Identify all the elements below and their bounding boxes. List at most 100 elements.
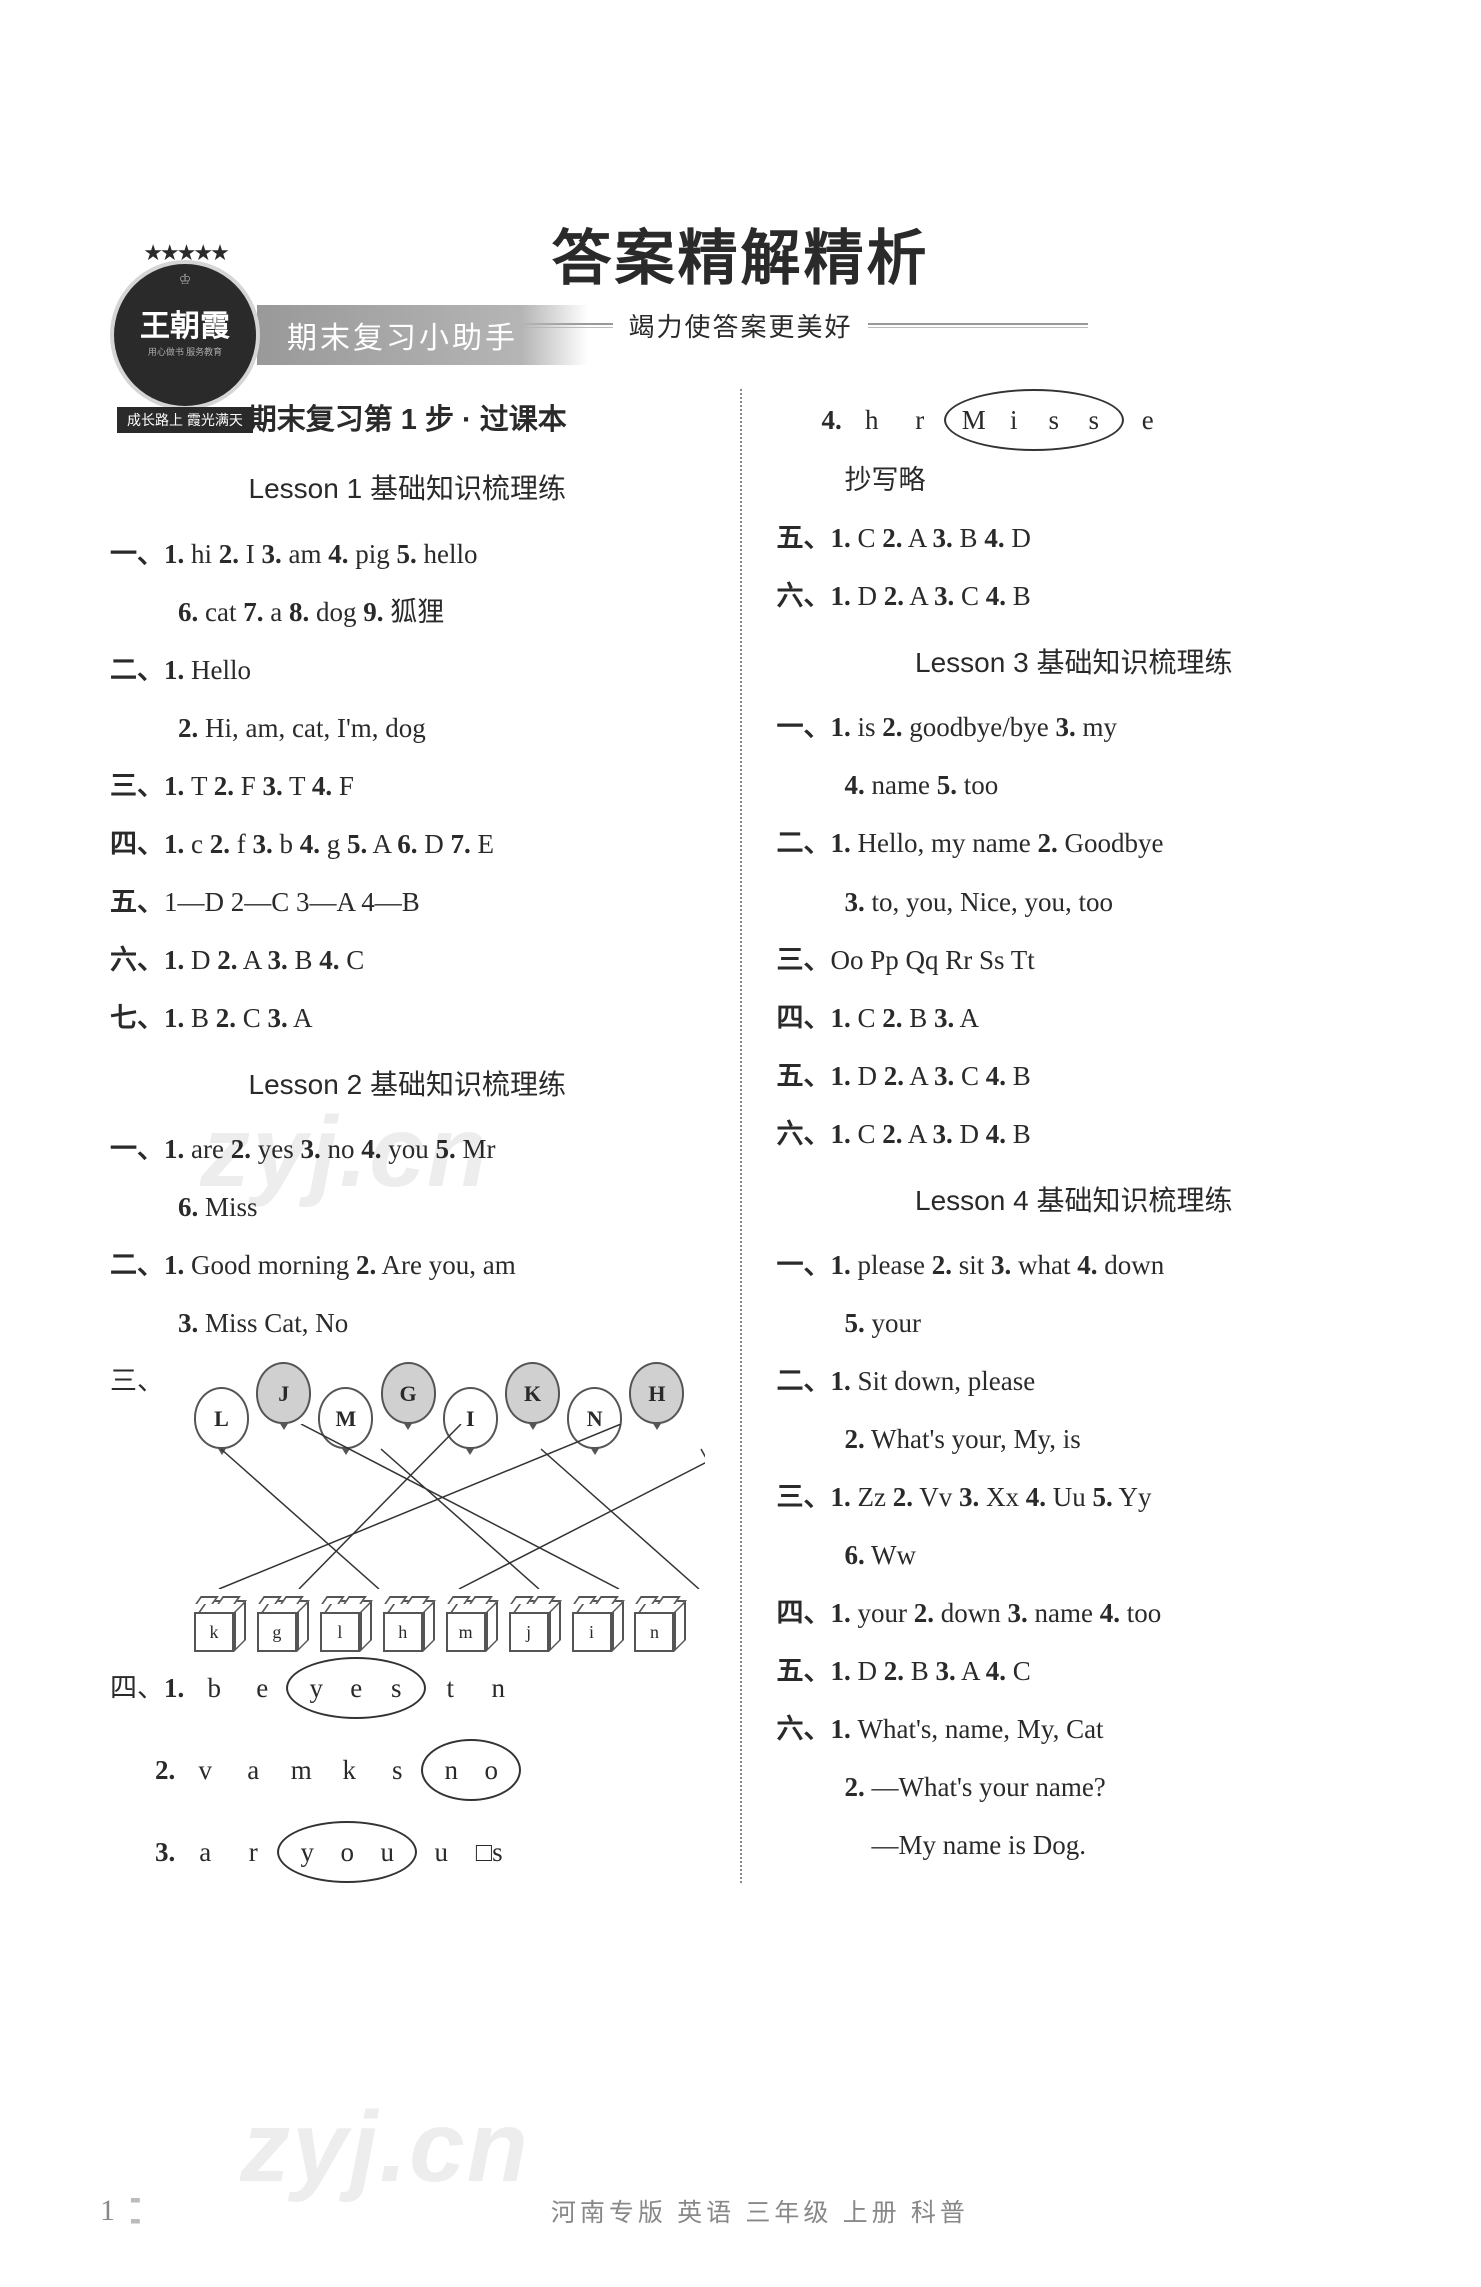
letter: M	[954, 391, 994, 449]
brand-badge: ★★★★★ ♔ 王朝霞 用心做书 服务教育 成长路上 霞光满天	[95, 245, 275, 425]
letter: s	[1074, 391, 1114, 449]
footer: 1 ▪▪▪▪ 河南专版 英语 三年级 上册 科普	[0, 2190, 1481, 2232]
answer-line: 2. —What's your name?	[777, 1758, 1372, 1816]
letter: a	[181, 1823, 229, 1881]
box-icon: l	[320, 1602, 370, 1652]
answer-line: 二、1. Hello, my name 2. Goodbye	[777, 814, 1372, 872]
box-icon: n	[634, 1602, 684, 1652]
item-number: 4.	[822, 405, 842, 435]
lesson4-title: Lesson 4 基础知识梳理练	[777, 1171, 1372, 1231]
letter: e	[336, 1659, 376, 1717]
answer-line: —My name is Dog.	[777, 1816, 1372, 1874]
letter: r	[229, 1823, 277, 1881]
lesson3-title: Lesson 3 基础知识梳理练	[777, 633, 1372, 693]
letter: r	[896, 391, 944, 449]
answer-line: 四、1. c 2. f 3. b 4. g 5. A 6. D 7. E	[110, 815, 705, 873]
letter: u	[417, 1823, 465, 1881]
answer-line: 3. to, you, Nice, you, too	[777, 873, 1372, 931]
content-columns: 期末复习第 1 步 · 过课本 Lesson 1 基础知识梳理练 一、1. hi…	[0, 389, 1481, 1883]
letter: o	[327, 1823, 367, 1881]
answer-line: 七、1. B 2. C 3. A	[110, 989, 705, 1047]
lesson1-title: Lesson 1 基础知识梳理练	[110, 459, 705, 519]
answer-line: 一、1. are 2. yes 3. no 4. you 5. Mr	[110, 1120, 705, 1178]
circled-letters: no	[421, 1739, 521, 1801]
subtitle: 竭力使答案更美好	[628, 307, 852, 344]
letter: s	[373, 1741, 421, 1799]
box-icon: h	[383, 1602, 433, 1652]
letter: k	[325, 1741, 373, 1799]
answer-line: 6. cat 7. a 8. dog 9. 狐狸	[110, 583, 705, 641]
letters-group: 2.vamksno	[155, 1739, 521, 1801]
letter: u	[367, 1823, 407, 1881]
letter: y	[287, 1823, 327, 1881]
answer-line: 二、1. Hello	[110, 641, 705, 699]
match-lines	[194, 1424, 705, 1589]
item-number: 1.	[164, 1673, 184, 1703]
letter: b	[190, 1659, 238, 1717]
badge-circle: ♔ 王朝霞 用心做书 服务教育	[110, 260, 260, 410]
letters-group: 4.hrMisse	[822, 389, 1172, 451]
left-column: 期末复习第 1 步 · 过课本 Lesson 1 基础知识梳理练 一、1. hi…	[110, 389, 742, 1883]
letter: y	[296, 1659, 336, 1717]
letter: i	[994, 391, 1034, 449]
letter: m	[277, 1741, 325, 1799]
footer-dots-icon: ▪▪▪▪	[130, 2190, 139, 2232]
answer-line: 三、1. Zz 2. Vv 3. Xx 4. Uu 5. Yy	[777, 1468, 1372, 1526]
balloon-icon: J	[256, 1362, 311, 1424]
circled-letters: you	[277, 1821, 417, 1883]
answer-line: 一、1. is 2. goodbye/bye 3. my	[777, 698, 1372, 756]
answer-line: 一、1. hi 2. I 3. am 4. pig 5. hello	[110, 525, 705, 583]
answer-line: 6. Miss	[110, 1178, 705, 1236]
letter-line: 3.aryouu□s	[110, 1821, 705, 1883]
section-prefix: 四、	[110, 1659, 164, 1717]
answer-line: 二、1. Sit down, please	[777, 1352, 1372, 1410]
answer-line: 6. Ww	[777, 1526, 1372, 1584]
answer-line: 四、1. C 2. B 3. A	[777, 989, 1372, 1047]
letter: v	[181, 1741, 229, 1799]
answer-line: 三、Oo Pp Qq Rr Ss Tt	[777, 931, 1372, 989]
letter: t	[426, 1659, 474, 1717]
item-number: 3.	[155, 1837, 175, 1867]
brand-badge-area: ★★★★★ ♔ 王朝霞 用心做书 服务教育 成长路上 霞光满天 期末复习小助手	[95, 245, 588, 425]
balloon-icon: K	[505, 1362, 560, 1424]
answer-line: 六、1. D 2. A 3. C 4. B	[777, 567, 1372, 625]
box-icon: g	[257, 1602, 307, 1652]
answer-line: 二、1. Good morning 2. Are you, am	[110, 1236, 705, 1294]
matching-diagram: LJMGIKNH kglhmjin	[194, 1362, 705, 1652]
box-icon: i	[572, 1602, 622, 1652]
letter-line: 四、 1.beyestn	[110, 1657, 705, 1719]
letter: □s	[465, 1823, 513, 1881]
letter-line: 2.vamksno	[110, 1739, 705, 1801]
letter: e	[238, 1659, 286, 1717]
box-row: kglhmjin	[194, 1602, 685, 1652]
answer-line: 4. name 5. too	[777, 756, 1372, 814]
letter: n	[474, 1659, 522, 1717]
badge-crown-icon: ♔	[179, 272, 192, 289]
letter: n	[431, 1741, 471, 1799]
right-column: 4.hrMisse 抄写略 五、1. C 2. A 3. B 4. D 六、1.…	[742, 389, 1372, 1883]
answer-line: 三、1. T 2. F 3. T 4. F	[110, 757, 705, 815]
letter: s	[376, 1659, 416, 1717]
header-tab: 期末复习小助手	[257, 305, 588, 365]
answer-line: 5. your	[777, 1294, 1372, 1352]
letter: h	[848, 391, 896, 449]
badge-main-text: 王朝霞	[140, 312, 230, 342]
answer-line: 2. What's your, My, is	[777, 1410, 1372, 1468]
letter: e	[1124, 391, 1172, 449]
letter-line: 4.hrMisse	[777, 389, 1372, 451]
page-number: 1	[100, 2194, 115, 2228]
box-icon: j	[509, 1602, 559, 1652]
answer-line: 2. Hi, am, cat, I'm, dog	[110, 699, 705, 757]
lesson2-title: Lesson 2 基础知识梳理练	[110, 1055, 705, 1115]
answer-line: 五、1. C 2. A 3. B 4. D	[777, 509, 1372, 567]
answer-line: 五、1—D 2—C 3—A 4—B	[110, 873, 705, 931]
letter: s	[1034, 391, 1074, 449]
letter: o	[471, 1741, 511, 1799]
answer-line: 六、1. What's, name, My, Cat	[777, 1700, 1372, 1758]
circled-letters: Miss	[944, 389, 1124, 451]
badge-sub-text: 用心做书 服务教育	[148, 345, 222, 358]
answer-line: 五、1. D 2. B 3. A 4. C	[777, 1642, 1372, 1700]
answer-line: 3. Miss Cat, No	[110, 1294, 705, 1352]
balloon-icon: G	[381, 1362, 436, 1424]
answer-line: 一、1. please 2. sit 3. what 4. down	[777, 1236, 1372, 1294]
